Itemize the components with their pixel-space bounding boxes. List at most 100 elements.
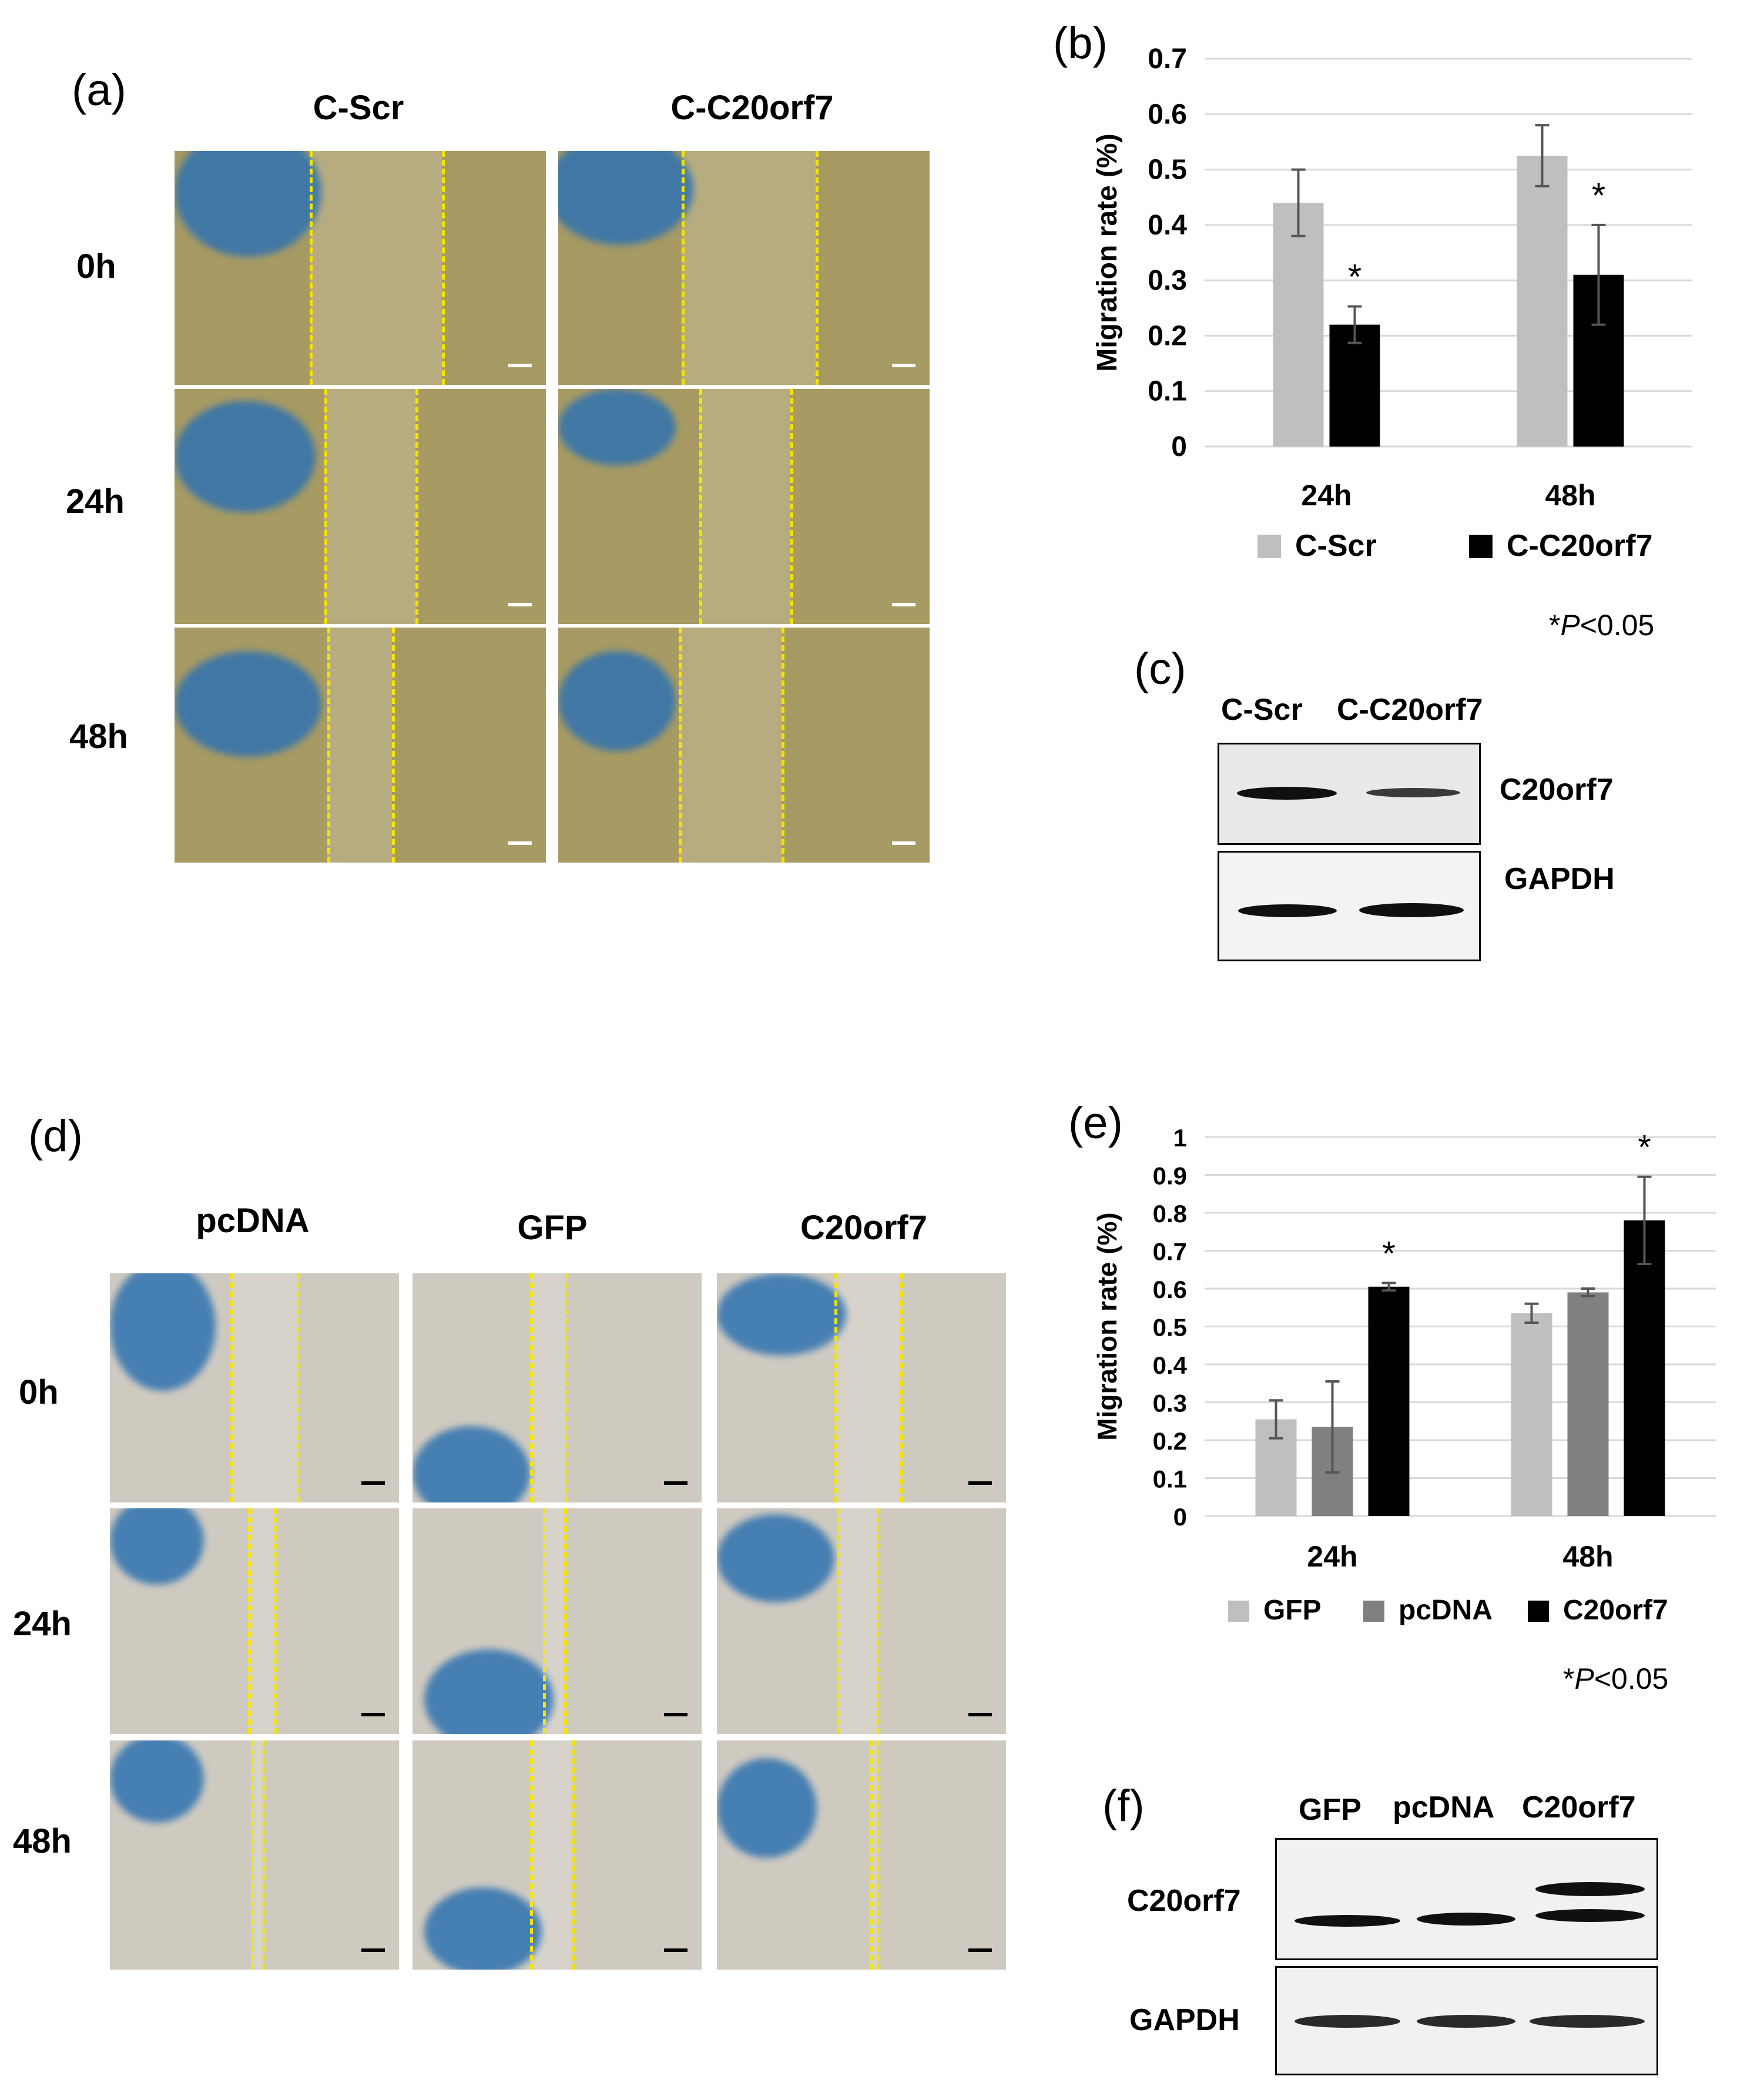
scale-bar — [892, 364, 915, 367]
scale-bar — [892, 603, 915, 606]
legend-label-GFP: GFP — [1263, 1595, 1322, 1626]
panel-a-micrograph-1-1 — [557, 388, 931, 625]
wound-edge-line — [870, 1740, 873, 1970]
wound-gap — [230, 1273, 297, 1502]
scale-bar — [968, 1713, 992, 1716]
stain-blob — [717, 1514, 834, 1602]
bar-C20orf7-24h — [1368, 1286, 1410, 1516]
scale-bar — [508, 364, 532, 367]
legend-label-pcDNA: pcDNA — [1399, 1595, 1493, 1626]
wound-edge-line — [682, 151, 685, 385]
panel-b-p-note: *P<0.05 — [1549, 608, 1654, 642]
panel-f-band-c20orf7-upper — [1535, 1882, 1645, 1896]
stain-blob — [175, 401, 316, 512]
y-tick-label: 0.9 — [1153, 1162, 1187, 1190]
wound-edge-line — [324, 389, 327, 624]
panel-d-col-header-gfp: GFP — [517, 1209, 588, 1247]
bar-C20orf7-48h — [1624, 1220, 1665, 1516]
wound-gap — [679, 628, 782, 863]
panel-f-band-c20orf7-gapdh — [1530, 2015, 1645, 2028]
panel-d-row-24h: 24h — [13, 1605, 72, 1643]
bar-C-Scr-24h — [1273, 203, 1324, 447]
panel-d-micrograph-0-2 — [716, 1272, 1007, 1504]
y-tick-label: 0.6 — [1148, 99, 1187, 130]
wound-edge-line — [877, 1740, 880, 1970]
wound-edge-line — [442, 151, 445, 385]
x-category-label: 48h — [1562, 1540, 1613, 1573]
y-tick-label: 1 — [1173, 1124, 1187, 1152]
panel-c-band-cscr-gapdh — [1238, 904, 1337, 917]
y-tick-label: 0.3 — [1153, 1390, 1187, 1417]
panel-d-micrograph-1-0 — [109, 1507, 400, 1735]
stain-blob — [558, 651, 676, 751]
panel-f-band-gfp-gapdh — [1295, 2015, 1400, 2028]
panel-b-p-letter: P — [1560, 609, 1580, 642]
panel-f-lane-pcdna: pcDNA — [1393, 1790, 1495, 1824]
stain-blob — [717, 1273, 846, 1356]
panel-d-micrograph-1-2 — [716, 1507, 1007, 1735]
wound-edge-line — [230, 1273, 233, 1502]
panel-c-row-gapdh: GAPDH — [1504, 862, 1615, 896]
panel-e-p-suffix: <0.05 — [1594, 1662, 1669, 1695]
wound-edge-line — [679, 628, 682, 863]
y-tick-label: 0 — [1173, 1503, 1187, 1531]
bar-GFP-48h — [1511, 1313, 1552, 1516]
panel-d-row-48h: 48h — [13, 1822, 72, 1860]
y-tick-label: 0.8 — [1153, 1200, 1187, 1227]
wound-edge-line — [263, 1740, 266, 1970]
y-tick-label: 0.7 — [1153, 1238, 1187, 1266]
wound-edge-line — [392, 628, 395, 863]
legend-label-C-Scr: C-Scr — [1295, 529, 1377, 563]
panel-c-letter: (c) — [1134, 644, 1186, 694]
panel-f-blot-gapdh — [1275, 1966, 1658, 2075]
panel-d-micrograph-2-0 — [109, 1739, 400, 1971]
legend-label-C-C20orf7: C-C20orf7 — [1507, 529, 1653, 563]
legend-swatch-pcDNA — [1363, 1601, 1384, 1622]
panel-f-lane-gfp: GFP — [1299, 1793, 1361, 1827]
panel-c-blot-gapdh — [1218, 851, 1481, 961]
panel-f-band-c20orf7-lower — [1535, 1909, 1645, 1922]
y-tick-label: 0 — [1171, 431, 1187, 462]
stain-blob — [558, 151, 693, 245]
wound-edge-line — [297, 1273, 300, 1502]
panel-e-bar-chart: 0 0.1 0.2 0.3 0.4 0.5 0.6 0.7 0.8 0.9 1 Migration r… — [1092, 1124, 1716, 1626]
panel-a-col-header-cscr: C-Scr — [313, 89, 404, 127]
wound-edge-line — [877, 1508, 880, 1734]
wound-edge-line — [816, 151, 819, 385]
y-tick-label: 0.4 — [1153, 1351, 1188, 1379]
wound-edge-line — [572, 1740, 575, 1970]
bar-C-Scr-48h — [1517, 156, 1568, 447]
y-tick-label: 0.6 — [1153, 1276, 1187, 1303]
wound-edge-line — [310, 151, 313, 385]
significance-star: * — [1638, 1129, 1651, 1167]
scale-bar — [968, 1481, 992, 1485]
y-tick-label: 0.2 — [1148, 320, 1187, 351]
scale-bar — [968, 1948, 992, 1952]
panel-e-p-letter: P — [1574, 1662, 1594, 1695]
panel-f-band-gfp-c20orf7 — [1295, 1915, 1400, 1927]
wound-edge-line — [274, 1508, 277, 1734]
stain-blob — [424, 1887, 542, 1970]
stain-blob — [175, 651, 321, 757]
wound-gap — [837, 1508, 877, 1734]
scale-bar — [361, 1948, 385, 1952]
wound-gap — [682, 151, 816, 385]
panel-f-band-pcdna-c20orf7 — [1417, 1913, 1515, 1926]
panel-d-micrograph-0-0 — [109, 1272, 400, 1504]
wound-gap — [248, 1508, 274, 1734]
panel-d-micrograph-2-1 — [411, 1739, 703, 1971]
panel-e-p-note: *P<0.05 — [1563, 1662, 1668, 1696]
stain-blob — [558, 389, 676, 465]
legend-swatch-C-C20orf7 — [1469, 535, 1493, 558]
stain-blob — [175, 151, 321, 257]
panel-b-p-prefix: * — [1549, 609, 1561, 642]
wound-edge-line — [530, 1740, 533, 1970]
y-tick-label: 0.4 — [1148, 210, 1187, 241]
wound-edge-line — [900, 1273, 903, 1502]
stain-blob — [110, 1273, 216, 1391]
panel-d-micrograph-1-1 — [411, 1507, 703, 1735]
wound-edge-line — [248, 1508, 251, 1734]
wound-gap — [530, 1273, 565, 1502]
y-axis-label: Migration rate (%) — [1092, 1212, 1122, 1440]
panel-d-row-0h: 0h — [19, 1373, 59, 1411]
